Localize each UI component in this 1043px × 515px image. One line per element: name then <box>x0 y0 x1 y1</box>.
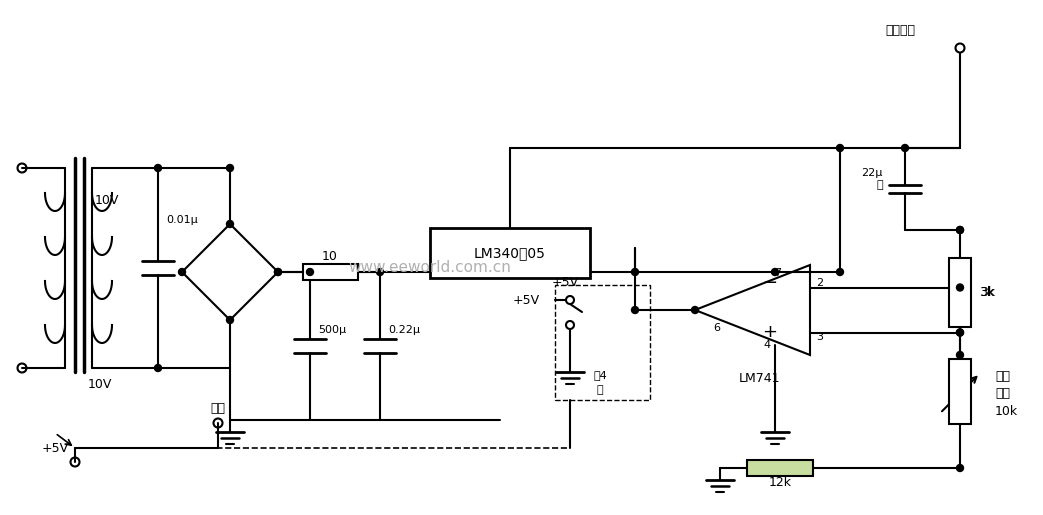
Text: 6: 6 <box>713 323 721 333</box>
Circle shape <box>154 365 162 371</box>
Circle shape <box>226 220 234 228</box>
Text: 输出电压: 输出电压 <box>886 24 915 37</box>
Circle shape <box>956 329 964 336</box>
Text: 级4: 级4 <box>593 370 607 380</box>
Text: 0.22μ: 0.22μ <box>388 325 420 335</box>
Circle shape <box>692 306 699 314</box>
Text: 10V: 10V <box>88 379 113 391</box>
Circle shape <box>956 284 964 291</box>
Circle shape <box>631 306 638 314</box>
Text: 500μ: 500μ <box>318 325 346 335</box>
Circle shape <box>956 227 964 233</box>
Text: 0.01μ: 0.01μ <box>166 215 198 225</box>
Text: 钽: 钽 <box>876 180 883 190</box>
Text: −: − <box>762 274 778 292</box>
Text: 3k: 3k <box>979 286 994 299</box>
Text: 3: 3 <box>817 332 824 342</box>
Text: 压: 压 <box>597 385 603 395</box>
Text: +: + <box>762 323 777 341</box>
Bar <box>430 228 590 278</box>
Circle shape <box>307 268 314 276</box>
Text: 2: 2 <box>817 278 824 288</box>
Circle shape <box>274 268 282 276</box>
Circle shape <box>377 268 384 276</box>
Circle shape <box>836 145 844 151</box>
Text: +5V: +5V <box>552 277 579 289</box>
Text: LM741: LM741 <box>739 371 781 385</box>
Text: +5V: +5V <box>513 294 540 306</box>
Text: 可变: 可变 <box>211 402 225 415</box>
Text: 10V: 10V <box>95 194 119 207</box>
Bar <box>555 285 650 400</box>
Text: 电压: 电压 <box>995 370 1010 383</box>
Circle shape <box>274 268 282 276</box>
Circle shape <box>956 329 964 336</box>
Circle shape <box>154 164 162 171</box>
Circle shape <box>226 164 234 171</box>
Circle shape <box>956 227 964 233</box>
Text: 4: 4 <box>763 340 771 350</box>
Text: 10: 10 <box>322 249 338 263</box>
Text: 22μ: 22μ <box>862 168 883 178</box>
Text: 12k: 12k <box>769 475 792 489</box>
Text: www.eeworld.com.cn: www.eeworld.com.cn <box>348 261 511 276</box>
Text: +5V: +5V <box>42 441 69 455</box>
Bar <box>747 460 812 476</box>
Bar <box>949 258 971 327</box>
Circle shape <box>956 465 964 472</box>
Circle shape <box>226 317 234 323</box>
Circle shape <box>631 268 638 276</box>
Circle shape <box>836 268 844 276</box>
Bar <box>302 264 358 280</box>
Text: LM340－05: LM340－05 <box>475 246 545 260</box>
Circle shape <box>772 268 778 276</box>
Text: 10k: 10k <box>995 405 1018 418</box>
Circle shape <box>178 268 186 276</box>
Text: 调节: 调节 <box>995 387 1010 400</box>
Text: 7: 7 <box>775 268 781 278</box>
Circle shape <box>956 352 964 358</box>
Bar <box>949 359 971 423</box>
Text: 3k: 3k <box>980 286 995 299</box>
Circle shape <box>901 145 908 151</box>
